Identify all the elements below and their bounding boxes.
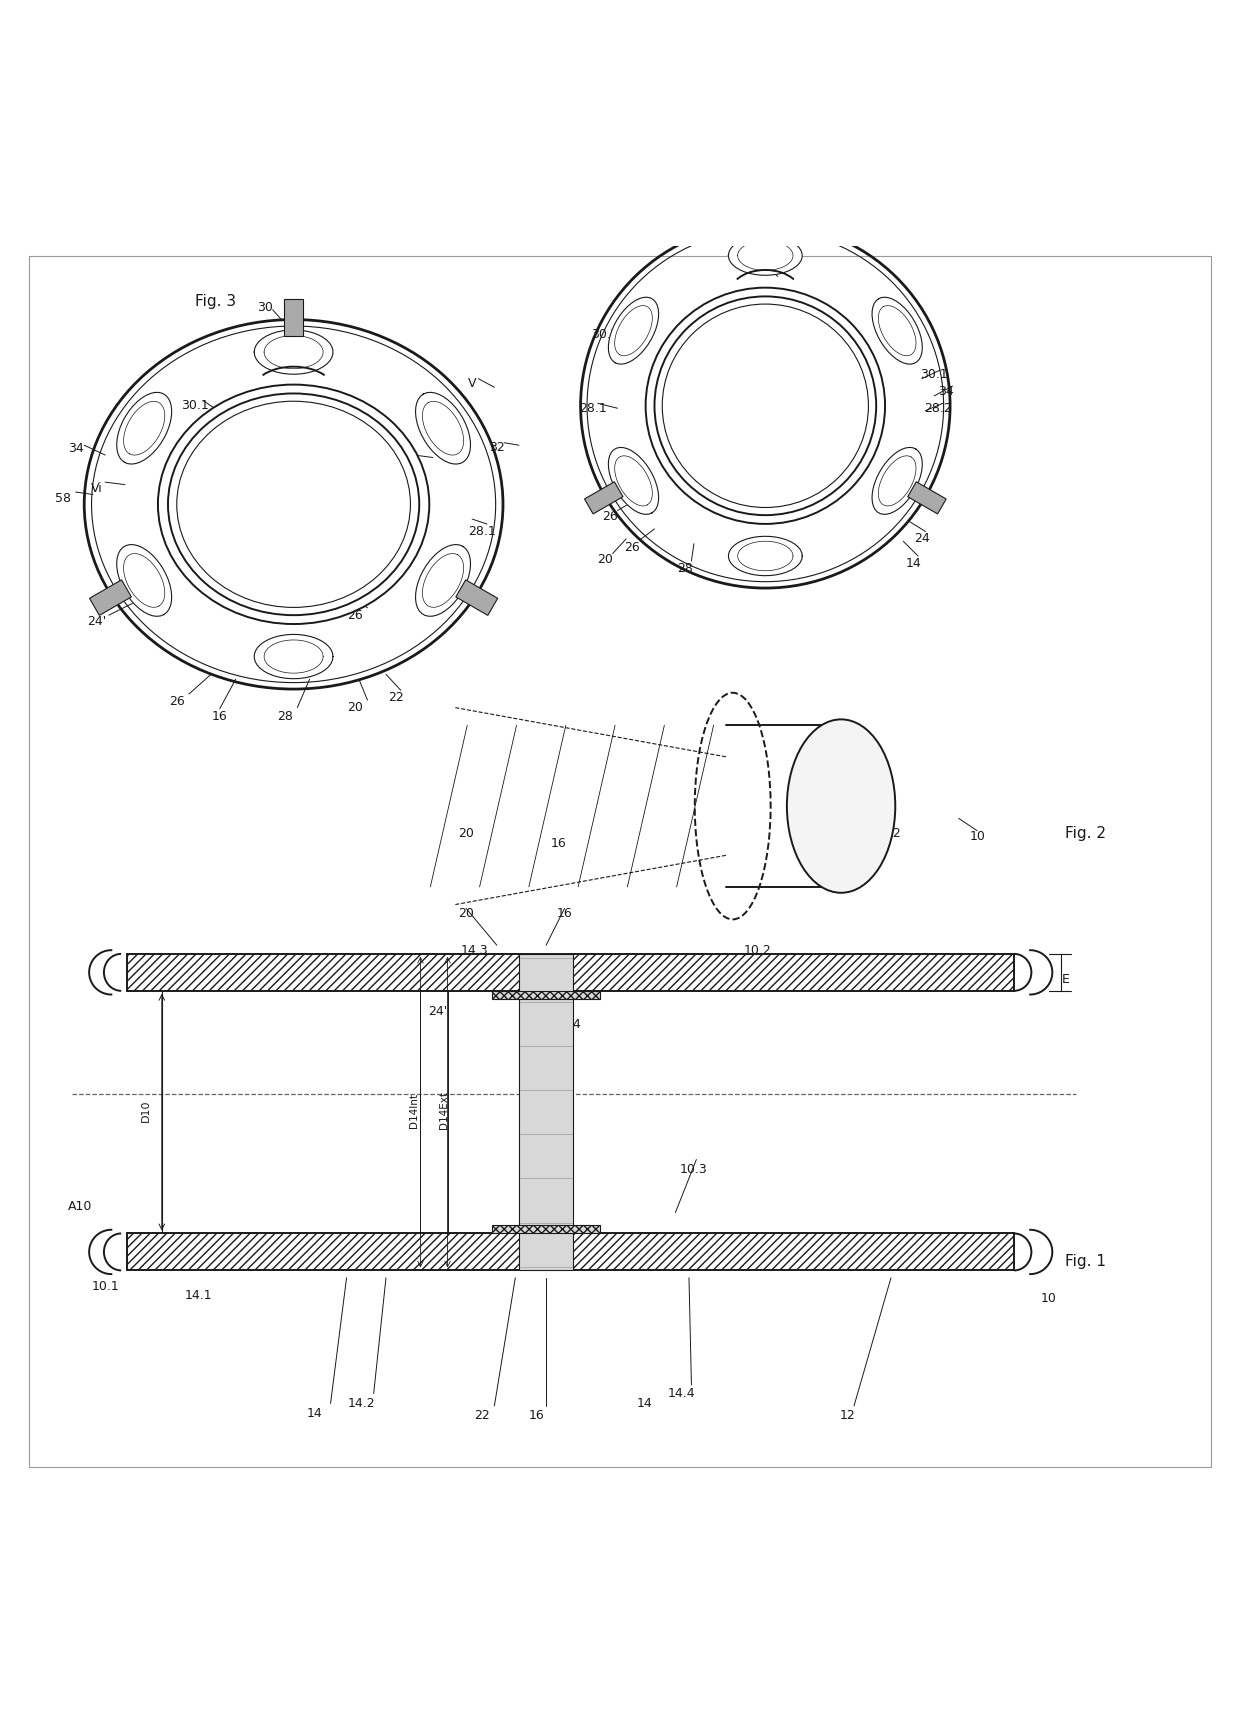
Polygon shape — [254, 634, 334, 679]
Text: Fig. 1: Fig. 1 — [1065, 1254, 1106, 1270]
Text: 14: 14 — [306, 1406, 322, 1420]
Text: 30.2: 30.2 — [370, 451, 397, 463]
Text: 18: 18 — [667, 391, 683, 405]
Polygon shape — [128, 1234, 1014, 1270]
Text: 10.3: 10.3 — [680, 1163, 708, 1175]
Text: 20: 20 — [458, 906, 474, 920]
Text: 16: 16 — [557, 906, 573, 920]
Text: 24': 24' — [87, 615, 107, 627]
Polygon shape — [756, 205, 774, 239]
Text: 26: 26 — [625, 541, 640, 553]
Text: 14: 14 — [637, 1397, 652, 1409]
Text: 30.1: 30.1 — [920, 369, 947, 381]
Text: Fig. 3: Fig. 3 — [196, 293, 237, 308]
Text: A10: A10 — [68, 1199, 93, 1213]
Text: 18: 18 — [262, 541, 277, 553]
Text: 30: 30 — [754, 258, 770, 271]
Polygon shape — [728, 236, 802, 276]
Polygon shape — [117, 393, 171, 463]
Text: 22: 22 — [474, 1409, 490, 1421]
Polygon shape — [456, 581, 497, 615]
Text: E: E — [1061, 973, 1070, 986]
Text: 34: 34 — [68, 443, 83, 455]
Text: 30.2: 30.2 — [591, 327, 619, 341]
Polygon shape — [117, 544, 171, 617]
Text: 10.2: 10.2 — [744, 944, 771, 956]
Polygon shape — [492, 1225, 600, 1234]
Text: 20: 20 — [598, 553, 613, 567]
Text: 30.1: 30.1 — [181, 400, 210, 412]
Polygon shape — [609, 448, 658, 515]
Polygon shape — [492, 991, 600, 999]
Text: 24: 24 — [565, 1018, 582, 1030]
Text: 26: 26 — [169, 694, 185, 708]
Text: D14Ext: D14Ext — [439, 1091, 449, 1129]
Text: 14.2: 14.2 — [347, 1397, 376, 1409]
Text: D14Int: D14Int — [409, 1092, 419, 1129]
Text: 24: 24 — [914, 532, 930, 544]
Ellipse shape — [655, 296, 877, 515]
Text: 14: 14 — [905, 557, 921, 570]
Polygon shape — [254, 329, 332, 374]
Polygon shape — [729, 536, 802, 575]
Polygon shape — [415, 544, 470, 617]
Text: D10: D10 — [141, 1099, 151, 1122]
Text: 22: 22 — [673, 446, 689, 458]
Polygon shape — [89, 581, 131, 615]
Text: 16: 16 — [551, 837, 567, 849]
Text: 16: 16 — [528, 1409, 544, 1421]
Text: 14.3: 14.3 — [461, 944, 489, 956]
Text: 10.1: 10.1 — [92, 1280, 119, 1292]
Text: 14.4: 14.4 — [668, 1387, 696, 1401]
Text: 28.1: 28.1 — [469, 526, 496, 538]
Text: 24': 24' — [428, 1005, 448, 1018]
Text: 10: 10 — [1040, 1292, 1056, 1306]
Polygon shape — [284, 300, 304, 336]
Text: 16: 16 — [212, 710, 228, 722]
Text: 28.2: 28.2 — [200, 467, 227, 481]
Text: 20: 20 — [347, 701, 363, 713]
Text: 28: 28 — [277, 710, 293, 722]
Ellipse shape — [167, 393, 419, 615]
Text: 28: 28 — [677, 562, 693, 575]
Ellipse shape — [787, 720, 895, 893]
Text: 22: 22 — [388, 691, 404, 705]
Polygon shape — [584, 482, 622, 513]
Polygon shape — [872, 448, 923, 513]
Polygon shape — [520, 955, 573, 1270]
Text: 34: 34 — [939, 384, 955, 398]
Text: 30: 30 — [258, 302, 273, 314]
Text: 28.1: 28.1 — [579, 401, 606, 415]
Polygon shape — [415, 393, 470, 463]
Text: 18: 18 — [532, 1053, 548, 1065]
Polygon shape — [128, 955, 1014, 991]
Text: 26: 26 — [603, 510, 618, 524]
Text: Vi: Vi — [91, 482, 103, 495]
Text: 32: 32 — [673, 370, 689, 384]
Text: 28.2: 28.2 — [924, 401, 951, 415]
Text: 58: 58 — [56, 491, 71, 505]
Ellipse shape — [646, 288, 885, 524]
Text: 14.1: 14.1 — [185, 1289, 212, 1301]
Text: 32: 32 — [489, 441, 505, 455]
Polygon shape — [872, 296, 923, 364]
Text: Fig. 2: Fig. 2 — [1065, 825, 1106, 841]
Text: 10: 10 — [970, 830, 985, 843]
Text: 20: 20 — [458, 827, 474, 839]
Text: 12: 12 — [839, 1409, 856, 1421]
Text: 26: 26 — [347, 608, 363, 622]
Text: 12: 12 — [885, 827, 901, 839]
Text: V: V — [467, 377, 476, 389]
Polygon shape — [908, 482, 946, 513]
Polygon shape — [609, 298, 658, 364]
Text: Fig. 4: Fig. 4 — [738, 253, 779, 269]
Ellipse shape — [157, 384, 429, 624]
